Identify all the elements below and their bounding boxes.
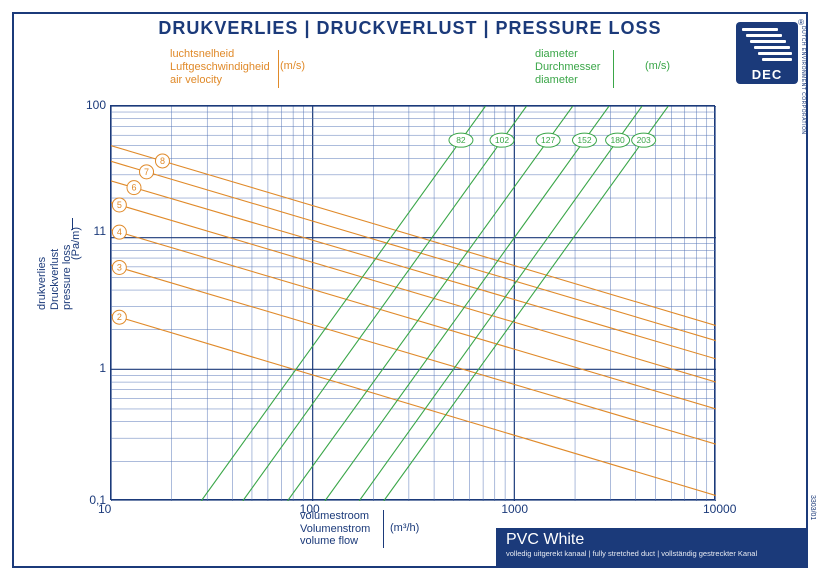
svg-text:2: 2 xyxy=(117,312,122,322)
footer-subtitle: volledig uitgerekt kanaal | fully stretc… xyxy=(506,549,796,558)
svg-text:8: 8 xyxy=(160,156,165,166)
plot-area: 2 3 4 567 8 82 102 127 152 180 203 xyxy=(110,105,715,500)
chart-title: DRUKVERLIES | DRUCKVERLUST | PRESSURE LO… xyxy=(0,18,820,39)
logo: DEC xyxy=(736,22,798,84)
footer-banner: PVC White volledig uitgerekt kanaal | fu… xyxy=(496,528,806,566)
svg-text:152: 152 xyxy=(577,135,591,145)
x-tick: 1000 xyxy=(501,502,528,516)
svg-text:6: 6 xyxy=(131,183,136,193)
x-axis-unit: (m³/h) xyxy=(390,522,419,534)
x-axis-l2: Volumenstrom xyxy=(300,523,370,536)
plot-svg: 2 3 4 567 8 82 102 127 152 180 203 xyxy=(111,106,716,501)
y-tick: 1 xyxy=(66,361,106,375)
legend-diameter-divider xyxy=(613,50,614,88)
y-axis-l1: drukverlies xyxy=(36,257,48,310)
svg-text:102: 102 xyxy=(495,135,509,145)
y-tick: 100 xyxy=(66,98,106,112)
legend-diameter-l3: diameter xyxy=(535,74,600,87)
y-tick: 11 xyxy=(66,224,106,238)
svg-text:4: 4 xyxy=(117,227,122,237)
x-tick: 100 xyxy=(300,502,320,516)
legend-velocity-l3: air velocity xyxy=(170,74,270,87)
side-code: 3303/01 xyxy=(809,495,816,520)
logo-stripes xyxy=(742,28,792,66)
legend-velocity: luchtsnelheid Luftgeschwindigheid air ve… xyxy=(170,48,270,88)
logo-side-text: DUTCH ENVIRONMENT CORPORATION xyxy=(800,26,806,134)
logo-text: DEC xyxy=(736,67,798,82)
svg-text:3: 3 xyxy=(117,262,122,272)
svg-text:5: 5 xyxy=(117,200,122,210)
legend-diameter-l2: Durchmesser xyxy=(535,61,600,74)
svg-text:203: 203 xyxy=(637,135,651,145)
y-axis-label: drukverlies Druckverlust pressure loss xyxy=(36,245,74,310)
legend-velocity-divider xyxy=(278,50,279,88)
x-tick: 10 xyxy=(98,502,111,516)
x-axis-divider xyxy=(383,510,384,548)
x-tick: 10000 xyxy=(703,502,736,516)
legend-velocity-l2: Luftgeschwindigheid xyxy=(170,61,270,74)
legend-diameter-l1: diameter xyxy=(535,48,600,61)
svg-text:82: 82 xyxy=(456,135,466,145)
legend-diameter: diameter Durchmesser diameter (m/s) xyxy=(535,48,600,88)
legend-velocity-l1: luchtsnelheid xyxy=(170,48,270,61)
legend-diameter-unit: (m/s) xyxy=(645,60,670,73)
legend-velocity-unit: (m/s) xyxy=(280,60,305,73)
footer-product-name: PVC White xyxy=(506,531,796,549)
y-axis-l2: Druckverlust xyxy=(49,249,61,310)
x-axis-l3: volume flow xyxy=(300,535,370,548)
svg-text:180: 180 xyxy=(611,135,625,145)
svg-text:7: 7 xyxy=(144,167,149,177)
svg-text:127: 127 xyxy=(541,135,555,145)
